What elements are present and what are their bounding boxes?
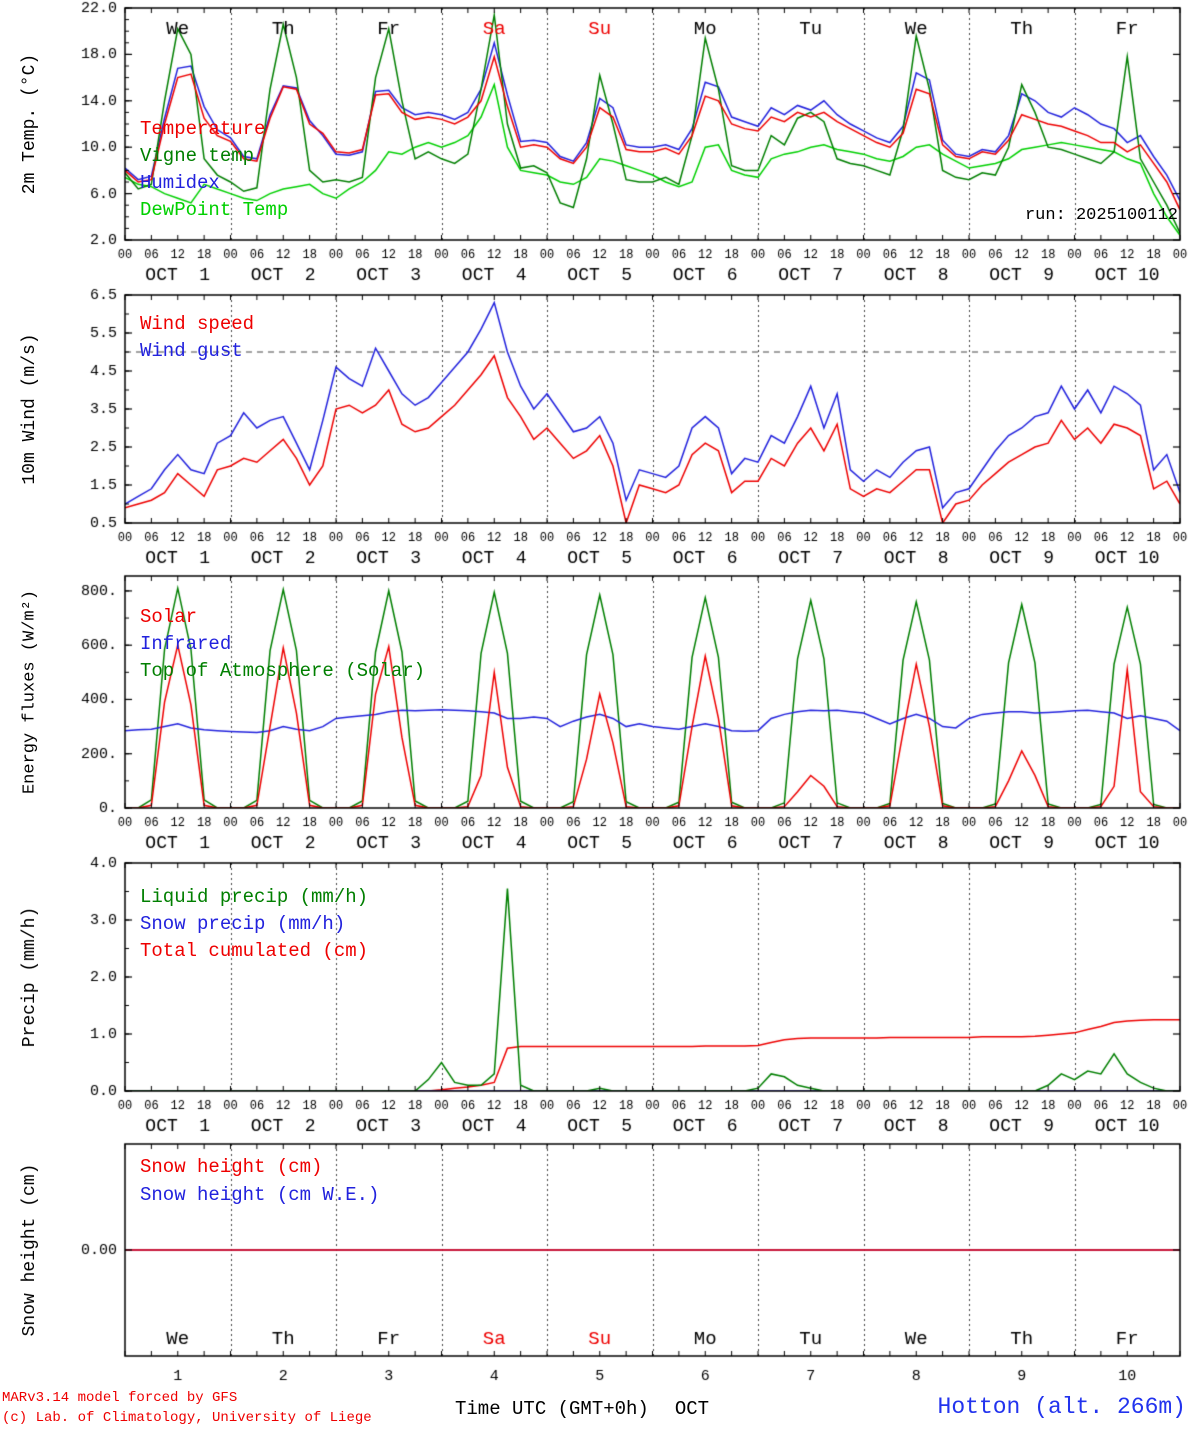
legend-vigne-temp: Vigne temp — [140, 145, 255, 167]
credit-line-2: (c) Lab. of Climatology, University of L… — [2, 1410, 372, 1426]
energy-flux-chart-canvas — [0, 568, 1194, 853]
panel-energy-fluxes: Energy fluxes (W/m²) Solar Infrared Top … — [0, 568, 1194, 853]
wind-y-axis-label: 10m Wind (m/s) — [20, 333, 40, 485]
legend-liquid-precip: Liquid precip (mm/h) — [140, 886, 369, 908]
temperature-chart-canvas — [0, 0, 1194, 285]
legend-infrared: Infrared — [140, 633, 232, 655]
footer: MARv3.14 model forced by GFS (c) Lab. of … — [0, 1386, 1194, 1440]
model-credits: MARv3.14 model forced by GFS (c) Lab. of … — [2, 1388, 372, 1428]
precip-chart-canvas — [0, 853, 1194, 1136]
panel-snow-height: Snow height (cm) Snow height (cm) Snow h… — [0, 1136, 1194, 1386]
legend-temperature: Temperature — [140, 118, 266, 140]
legend-top-of-atmosphere: Top of Atmosphere (Solar) — [140, 660, 426, 682]
panel-temperature: 2m Temp. (°C) Temperature Vigne temp Hum… — [0, 0, 1194, 285]
legend-solar: Solar — [140, 606, 198, 628]
model-run-label: run: 2025100112 — [1024, 206, 1178, 225]
time-axis-text: Time UTC (GMT+0h) — [455, 1398, 649, 1420]
snow-height-chart-canvas — [0, 1136, 1194, 1386]
panel-wind: 10m Wind (m/s) Wind speed Wind gust — [0, 285, 1194, 568]
legend-dewpoint-temp: DewPoint Temp — [140, 199, 289, 221]
precip-y-axis-label: Precip (mm/h) — [20, 906, 40, 1048]
credit-line-1: MARv3.14 model forced by GFS — [2, 1390, 238, 1406]
time-axis-month: OCT — [674, 1398, 710, 1420]
time-axis-label: Time UTC (GMT+0h) OCT — [455, 1398, 709, 1420]
wind-chart-canvas — [0, 285, 1194, 568]
panel-precip: Precip (mm/h) Liquid precip (mm/h) Snow … — [0, 853, 1194, 1136]
snow-height-y-axis-label: Snow height (cm) — [20, 1163, 40, 1337]
legend-snow-height-we: Snow height (cm W.E.) — [140, 1184, 380, 1206]
legend-humidex: Humidex — [140, 172, 220, 194]
energy-flux-y-axis-label: Energy fluxes (W/m²) — [20, 589, 40, 795]
station-title: Hotton (alt. 266m) — [937, 1394, 1186, 1420]
legend-wind-speed: Wind speed — [140, 313, 255, 335]
legend-snow-precip: Snow precip (mm/h) — [140, 913, 346, 935]
legend-wind-gust: Wind gust — [140, 340, 243, 362]
legend-snow-height: Snow height (cm) — [140, 1156, 323, 1178]
temperature-y-axis-label: 2m Temp. (°C) — [20, 53, 40, 195]
legend-total-cumulated: Total cumulated (cm) — [140, 940, 369, 962]
